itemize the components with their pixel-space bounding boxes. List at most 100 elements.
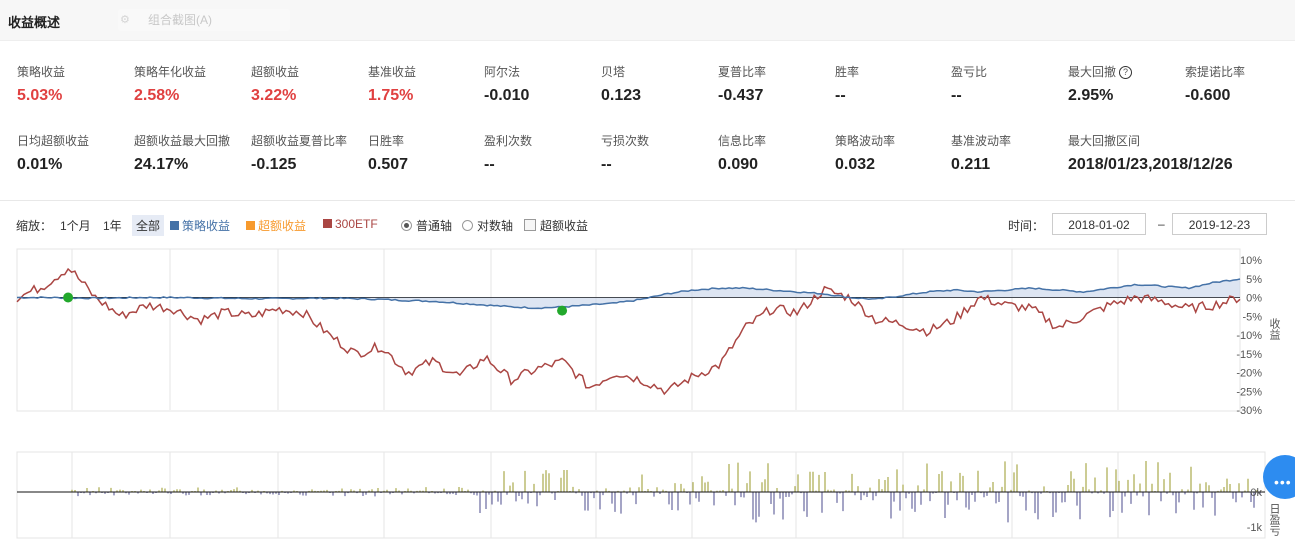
- y-tick-label: -5%: [1242, 311, 1262, 323]
- metric-item: 盈亏比 --: [951, 63, 1067, 105]
- metric-value: --: [835, 87, 846, 104]
- metric-item: 夏普比率 -0.437: [718, 63, 834, 105]
- metric-item: 亏损次数 --: [601, 132, 717, 174]
- legend-strategy[interactable]: 策略收益: [170, 217, 230, 234]
- excess-checkbox-label: 超额收益: [540, 219, 589, 233]
- date-from-input[interactable]: 2018-01-02: [1052, 213, 1146, 235]
- metric-item: 策略收益 5.03%: [17, 63, 133, 105]
- gear-icon: ⚙: [120, 14, 130, 26]
- bar-plot-frame: [16, 451, 1266, 539]
- page-title: 收益概述: [8, 15, 61, 30]
- legend-300etf-label: 300ETF: [335, 217, 378, 231]
- drawdown-marker[interactable]: [63, 292, 74, 303]
- legend-swatch: [170, 221, 179, 230]
- y-tick-label: 10%: [1240, 255, 1262, 267]
- help-icon[interactable]: ?: [1119, 66, 1133, 79]
- metric-value: -0.600: [1185, 87, 1231, 104]
- chat-button[interactable]: •••: [1263, 455, 1295, 499]
- metric-label: 日均超额收益: [17, 134, 90, 148]
- metric-value: --: [951, 87, 962, 104]
- metric-label: 超额收益夏普比率: [251, 134, 348, 148]
- metric-item: 最大回撤? 2.95%: [1068, 63, 1184, 105]
- axis-linear-label: 普通轴: [416, 219, 453, 233]
- metric-value: 0.01%: [17, 156, 63, 173]
- metric-item: 策略波动率 0.032: [835, 132, 951, 174]
- y-axis-title: 收益: [1268, 317, 1281, 340]
- metric-item: 胜率 --: [835, 63, 951, 105]
- date-separator: –: [1158, 217, 1165, 231]
- metric-label: 亏损次数: [601, 134, 650, 148]
- y-tick-label: 5%: [1246, 274, 1262, 286]
- legend-excess[interactable]: 超额收益: [246, 217, 306, 234]
- chat-icon: •••: [1274, 474, 1292, 490]
- metric-value: -0.437: [718, 87, 764, 104]
- excess-checkbox[interactable]: 超额收益: [524, 217, 588, 234]
- metric-label: 策略波动率: [835, 134, 896, 148]
- chart-controls: 缩放： 1个月 1年 全部 策略收益 超额收益 300ETF 普通轴 对数轴 超…: [0, 213, 1295, 237]
- metric-item: 日均超额收益 0.01%: [17, 132, 133, 174]
- legend-swatch: [246, 221, 255, 230]
- axis-linear-radio[interactable]: 普通轴: [401, 217, 452, 234]
- axis-log-label: 对数轴: [477, 219, 514, 233]
- zoom-1y-button[interactable]: 1年: [103, 219, 122, 233]
- metric-value: -0.125: [251, 156, 297, 173]
- metric-label: 策略年化收益: [134, 65, 207, 79]
- metric-value: 0.211: [951, 156, 991, 173]
- returns-line-chart[interactable]: 10% 5% 0% -5% -10% -15% -20% -25% -30% 收益: [0, 248, 1295, 423]
- metric-item: 策略年化收益 2.58%: [134, 63, 250, 105]
- zoom-label: 缩放：: [16, 219, 53, 233]
- metric-label: 最大回撤?: [1068, 63, 1184, 80]
- daily-pnl-bar-chart[interactable]: 0k -1k 日盈亏: [0, 451, 1295, 539]
- y-tick-label: -10%: [1236, 330, 1262, 342]
- metric-item: 超额收益 3.22%: [251, 63, 367, 105]
- legend-swatch: [323, 219, 332, 228]
- metric-item: 索提诺比率 -0.600: [1185, 63, 1295, 105]
- metric-label: 超额收益: [251, 65, 300, 79]
- metric-item: 信息比率 0.090: [718, 132, 834, 174]
- metric-value: 0.090: [718, 156, 759, 173]
- metric-label: 贝塔: [601, 65, 626, 79]
- zoom-1m-button[interactable]: 1个月: [60, 219, 91, 233]
- metric-value: 24.17%: [134, 156, 189, 173]
- metric-item: 最大回撤区间 2018/01/23,2018/12/26: [1068, 132, 1268, 174]
- metric-label: 基准收益: [368, 65, 417, 79]
- series-300etf-line: [16, 267, 1241, 396]
- metric-item: 盈利次数 --: [484, 132, 600, 174]
- top-bar: 收益概述 ⚙ 组合截图(A): [0, 0, 1295, 41]
- y-tick-label: 0k: [1250, 487, 1262, 499]
- y-tick-label: -30%: [1236, 405, 1262, 417]
- series-strategy-line: [16, 278, 1241, 310]
- metric-label: 最大回撤区间: [1068, 134, 1141, 148]
- metric-value: 2018/01/23,2018/12/26: [1068, 156, 1233, 173]
- y-tick-label: -1k: [1247, 522, 1263, 534]
- radio-on-icon: [401, 220, 412, 231]
- metric-value: -0.010: [484, 87, 530, 104]
- axis-log-radio[interactable]: 对数轴: [462, 217, 513, 234]
- drawdown-marker[interactable]: [557, 305, 568, 316]
- metric-label: 盈亏比: [951, 65, 988, 79]
- metric-item: 日胜率 0.507: [368, 132, 484, 174]
- y-axis-title: 日盈亏: [1268, 503, 1281, 537]
- legend-excess-label: 超额收益: [258, 219, 307, 233]
- metric-value: 2.95%: [1068, 87, 1114, 104]
- date-to-input[interactable]: 2019-12-23: [1172, 213, 1267, 235]
- metric-item: 基准收益 1.75%: [368, 63, 484, 105]
- metric-value: 0.507: [368, 156, 409, 173]
- metric-value: 0.123: [601, 87, 642, 104]
- y-tick-label: -15%: [1236, 349, 1262, 361]
- time-label: 时间：: [1008, 219, 1045, 233]
- metric-value: 1.75%: [368, 87, 414, 104]
- checkbox-icon: [524, 219, 536, 231]
- metric-label: 索提诺比率: [1185, 65, 1246, 79]
- metric-item: 超额收益夏普比率 -0.125: [251, 132, 367, 174]
- y-tick-label: 0%: [1246, 293, 1262, 305]
- metric-label: 超额收益最大回撤: [134, 134, 231, 148]
- ghost-tab[interactable]: ⚙ 组合截图(A): [118, 9, 290, 31]
- metric-label: 信息比率: [718, 134, 767, 148]
- metric-label: 日胜率: [368, 134, 405, 148]
- metric-label: 夏普比率: [718, 65, 767, 79]
- metric-value: 2.58%: [134, 87, 180, 104]
- legend-300etf[interactable]: 300ETF: [323, 217, 378, 231]
- zoom-all-button[interactable]: 全部: [132, 215, 165, 236]
- plot-frame: [16, 248, 1241, 412]
